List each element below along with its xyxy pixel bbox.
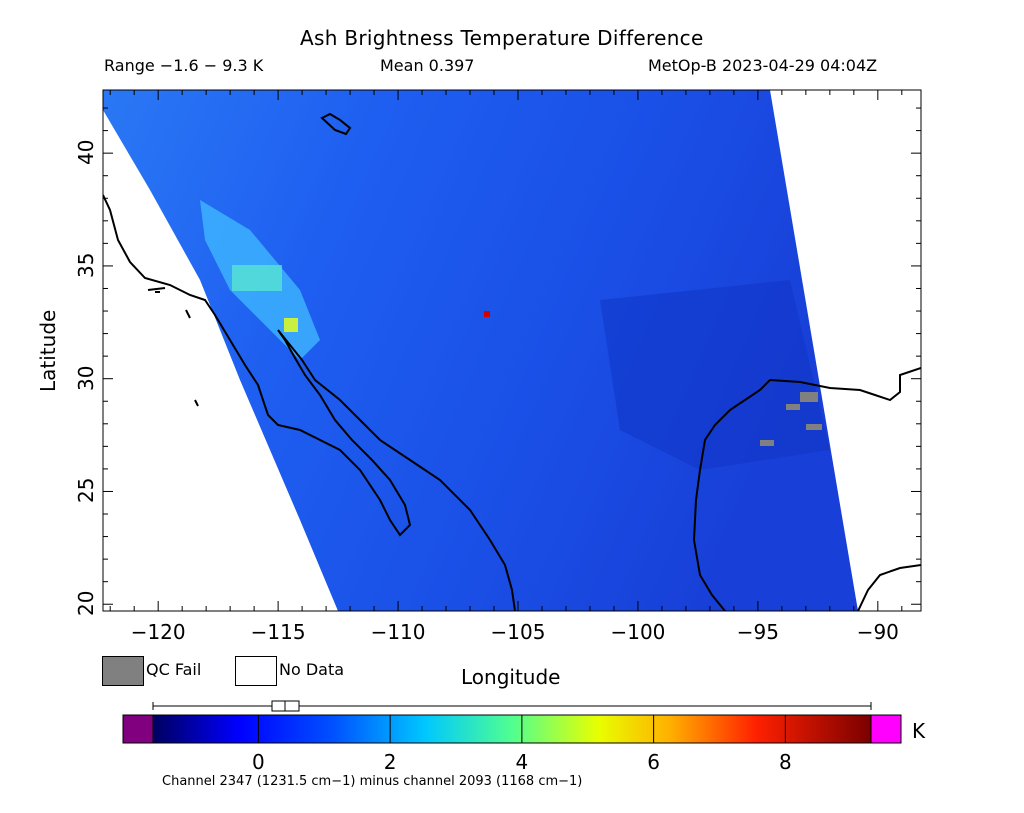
colorbar-unit: K: [912, 719, 926, 743]
colorbar-tick-label: 2: [383, 750, 397, 774]
qc-fail-pixel: [806, 424, 822, 430]
colorbar-tick-label: 4: [515, 750, 529, 774]
x-tick-label: −95: [736, 620, 779, 644]
qc-fail-pixel: [800, 392, 818, 402]
qc-fail-label: QC Fail: [146, 660, 202, 679]
mean-text: Mean 0.397: [380, 56, 475, 75]
colorbar-tick-label: 0: [252, 750, 265, 774]
x-tick-label: −120: [130, 620, 186, 644]
colorbar-tick-label: 8: [778, 750, 792, 774]
plot-frame: [102, 89, 922, 612]
no-data-label: No Data: [279, 660, 345, 679]
plume-peak: [284, 318, 298, 332]
colorbar-tick-label: 6: [647, 750, 660, 774]
x-tick-label: −115: [250, 620, 306, 644]
range-text: Range −1.6 − 9.3 K: [104, 56, 264, 75]
y-tick-label: 35: [74, 252, 98, 278]
low-value-region: [600, 280, 830, 470]
colorbar-gradient: [152, 714, 872, 744]
x-axis-label: Longitude: [461, 665, 561, 689]
colorbar-low-swatch: [122, 714, 154, 744]
colorbar-high-swatch: [870, 714, 902, 744]
chart-title: Ash Brightness Temperature Difference: [300, 26, 704, 50]
y-axis-ticks: [103, 107, 921, 605]
x-tick-label: −105: [490, 620, 546, 644]
value-distribution-boxplot: [152, 700, 872, 712]
source-text: MetOp-B 2023-04-29 04:04Z: [648, 56, 878, 75]
x-tick-label: −100: [610, 620, 666, 644]
y-tick-label: 20: [74, 590, 98, 617]
y-tick-label: 40: [74, 139, 98, 166]
x-tick-label: −90: [856, 620, 899, 644]
qc-fail-swatch: [102, 656, 144, 686]
qc-fail-pixel: [760, 440, 774, 446]
colorbar-caption: Channel 2347 (1231.5 cm−1) minus channel…: [162, 774, 583, 789]
x-axis-ticks: [109, 90, 903, 611]
no-data-swatch: [235, 656, 277, 686]
plume-hotspot: [232, 265, 282, 291]
x-tick-label: −110: [370, 620, 426, 644]
coastlines: [103, 112, 921, 611]
qc-fail-pixel: [786, 404, 800, 410]
y-tick-label: 30: [74, 365, 98, 391]
high-value-pixel: [484, 311, 490, 317]
colorbar-ticks: [257, 715, 786, 743]
y-axis-label: Latitude: [36, 309, 60, 392]
swath-data: [103, 90, 858, 611]
y-tick-label: 25: [74, 478, 98, 504]
